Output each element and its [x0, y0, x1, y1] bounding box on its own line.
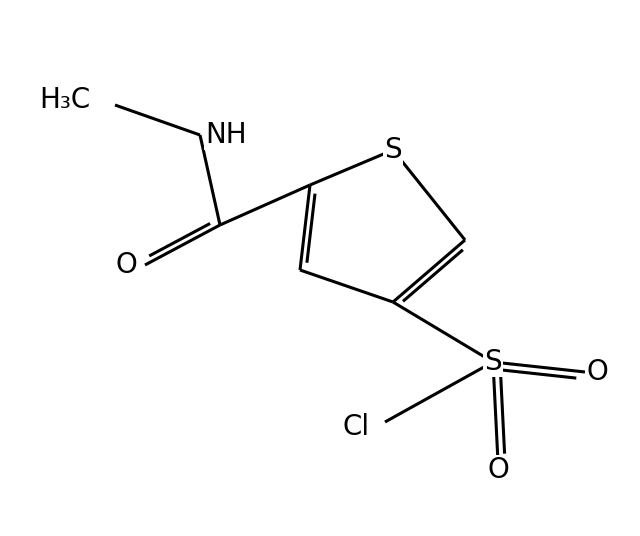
Text: O: O	[586, 358, 608, 386]
Text: Cl: Cl	[343, 413, 370, 441]
Text: H₃C: H₃C	[39, 86, 90, 114]
Text: S: S	[384, 136, 402, 164]
Text: O: O	[487, 456, 509, 484]
Text: NH: NH	[205, 121, 246, 149]
Text: S: S	[484, 348, 502, 376]
Text: O: O	[115, 251, 137, 279]
